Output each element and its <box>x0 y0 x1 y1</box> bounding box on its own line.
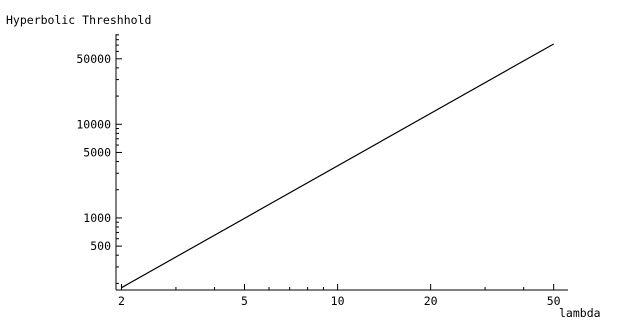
ticks: 2 5 10 20 50 500 1000 5000 10000 50000 <box>76 34 561 308</box>
y-tick-label: 5000 <box>83 145 111 159</box>
series <box>121 43 554 289</box>
axes <box>115 34 568 291</box>
y-tick-label: 50000 <box>76 52 111 66</box>
x-tick-label: 2 <box>118 294 125 308</box>
y-axis-label: Hyperbolic Threshhold <box>6 13 151 27</box>
x-tick-label: 5 <box>241 294 248 308</box>
x-tick-label: 20 <box>424 294 438 308</box>
y-tick-label: 10000 <box>76 117 111 131</box>
x-axis-label: lambda <box>559 306 601 320</box>
x-tick-label: 10 <box>331 294 345 308</box>
y-tick-label: 1000 <box>83 211 111 225</box>
y-tick-label: 500 <box>90 239 111 253</box>
x-tick-label: 50 <box>547 294 561 308</box>
series-line-0 <box>121 43 554 289</box>
